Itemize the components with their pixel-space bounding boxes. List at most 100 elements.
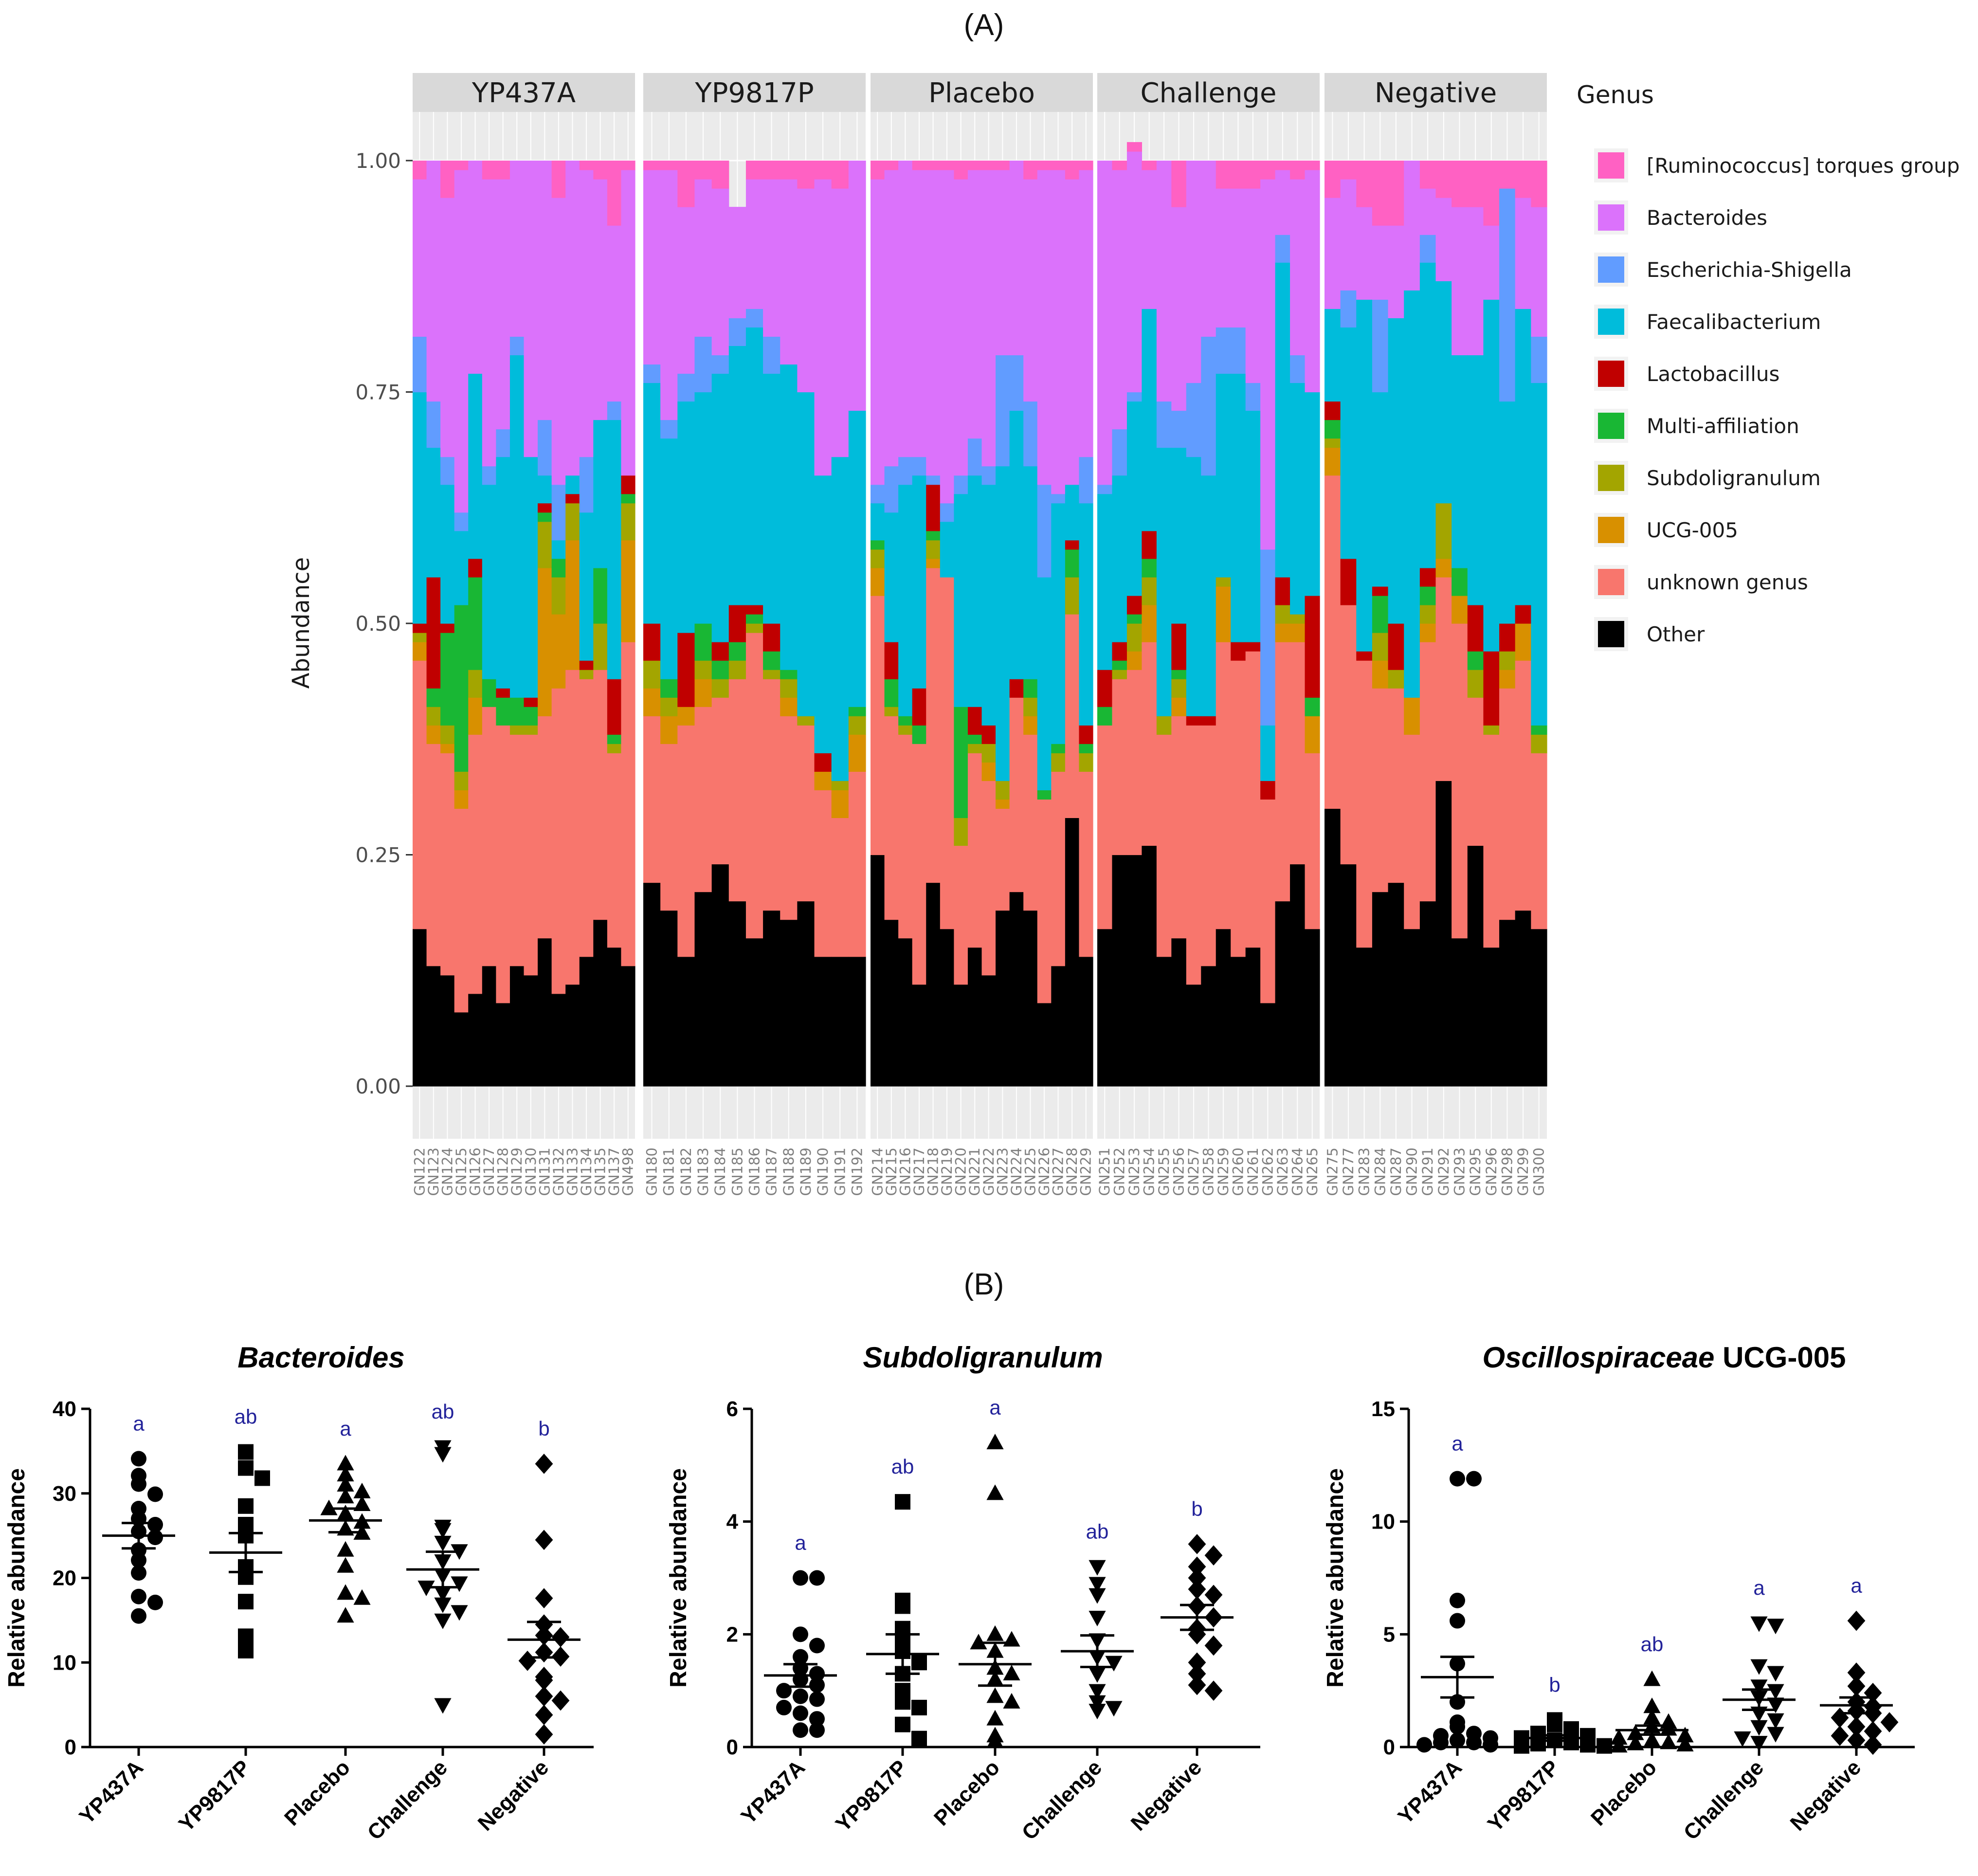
bar-segment-ucg-005 bbox=[981, 762, 996, 781]
bar-segment-lactobacillus bbox=[912, 688, 926, 726]
data-point bbox=[1188, 1579, 1206, 1600]
bar-segment-other bbox=[780, 919, 798, 1087]
significance-letter: ab bbox=[235, 1405, 257, 1428]
sample-tick-label: GN252 bbox=[1111, 1147, 1128, 1196]
bar-segment-unknown-genus bbox=[1483, 734, 1500, 948]
bar-segment-faecalibacterium bbox=[1171, 447, 1187, 624]
bar-segment-multi-affiliation bbox=[468, 577, 483, 670]
data-point bbox=[793, 1570, 808, 1586]
bar-segment-other bbox=[711, 864, 729, 1087]
bar-segment-multi-affiliation bbox=[967, 734, 982, 744]
y-tick-label: 5 bbox=[1383, 1622, 1395, 1646]
bar-segment-multi-affiliation bbox=[694, 623, 712, 661]
bar-segment-unknown-genus bbox=[538, 716, 552, 939]
data-point bbox=[809, 1666, 825, 1682]
bar-segment-faecalibacterium bbox=[1260, 725, 1276, 781]
bar-segment-escherichia-shigella bbox=[745, 309, 763, 328]
bar-segment-other bbox=[1023, 910, 1038, 1087]
bar-segment-ucg-005 bbox=[1142, 604, 1157, 642]
data-point bbox=[353, 1482, 371, 1498]
bar-segment-lactobacillus bbox=[1356, 651, 1373, 661]
bar-segment-unknown-genus bbox=[898, 734, 913, 939]
bar-segment-multi-affiliation bbox=[524, 707, 538, 726]
bar-segment-lactobacillus bbox=[711, 642, 729, 661]
data-point bbox=[254, 1470, 270, 1486]
bar-segment-faecalibacterium bbox=[1467, 355, 1484, 605]
data-point bbox=[535, 1724, 553, 1745]
sample-tick-label: GN131 bbox=[536, 1147, 553, 1196]
bar-segment-faecalibacterium bbox=[1112, 475, 1127, 642]
bar-segment-unknown-genus bbox=[1065, 614, 1080, 819]
bar-segment-bacteroides bbox=[1290, 179, 1306, 356]
data-point bbox=[1864, 1734, 1882, 1755]
bar-segment-escherichia-shigella bbox=[1079, 456, 1093, 504]
data-point bbox=[809, 1691, 825, 1707]
bar-segment-lactobacillus bbox=[1275, 577, 1290, 605]
sample-tick-label: GN182 bbox=[678, 1147, 694, 1196]
plot-title-italic: Oscillospiraceae bbox=[1482, 1341, 1714, 1374]
data-point bbox=[1003, 1665, 1020, 1681]
bar-segment-other bbox=[593, 919, 608, 1087]
bar-segment-faecalibacterium bbox=[1037, 577, 1052, 790]
sample-tick-label: GN254 bbox=[1141, 1147, 1158, 1196]
bar-segment-faecalibacterium bbox=[981, 484, 996, 726]
bar-segment-escherichia-shigella bbox=[579, 456, 594, 513]
data-point bbox=[1580, 1737, 1596, 1753]
sample-tick-label: GN186 bbox=[746, 1147, 763, 1196]
bar-segment-ucg-005 bbox=[660, 716, 678, 744]
bar-segment-unknown-genus bbox=[413, 660, 427, 929]
legend-swatch-faecalibacterium bbox=[1598, 309, 1624, 335]
data-point bbox=[1188, 1663, 1206, 1684]
data-point bbox=[147, 1530, 163, 1546]
bar-segment-ruminococcus-torques-group bbox=[1515, 161, 1531, 198]
bar-segment-faecalibacterium bbox=[780, 364, 798, 670]
bar-segment-escherichia-shigella bbox=[1290, 355, 1306, 383]
bar-segment-faecalibacterium bbox=[967, 475, 982, 707]
bar-segment-other bbox=[1186, 984, 1201, 1087]
bar-segment-unknown-genus bbox=[440, 753, 455, 976]
data-point bbox=[1089, 1695, 1106, 1711]
legend-label: Escherichia-Shigella bbox=[1647, 258, 1852, 282]
bar-segment-ruminococcus-torques-group bbox=[496, 161, 510, 180]
bar-segment-lactobacillus bbox=[524, 697, 538, 707]
bar-segment-multi-affiliation bbox=[780, 670, 798, 679]
facet-strip-yp437a bbox=[413, 73, 635, 112]
sample-tick-label: GN190 bbox=[815, 1147, 831, 1196]
bar-segment-ucg-005 bbox=[621, 540, 635, 642]
bar-segment-subdoligranulum bbox=[565, 503, 580, 541]
bar-segment-ruminococcus-torques-group bbox=[1171, 161, 1187, 207]
bar-segment-faecalibacterium bbox=[1126, 401, 1142, 596]
bar-segment-ruminococcus-torques-group bbox=[1340, 161, 1357, 180]
bar-segment-ucg-005 bbox=[1499, 670, 1516, 689]
bar-segment-faecalibacterium bbox=[1452, 355, 1468, 568]
legend-label: UCG-005 bbox=[1647, 518, 1738, 542]
sample-tick-label: GN292 bbox=[1435, 1147, 1452, 1196]
bar-segment-ruminococcus-torques-group bbox=[579, 161, 594, 170]
data-point bbox=[776, 1683, 792, 1699]
data-point bbox=[1483, 1737, 1498, 1753]
bar-segment-lactobacillus bbox=[1388, 623, 1404, 670]
bar-segment-lactobacillus bbox=[607, 679, 622, 735]
data-point bbox=[1847, 1662, 1866, 1683]
data-point bbox=[1643, 1670, 1661, 1686]
data-point bbox=[986, 1434, 1004, 1450]
bar-segment-lactobacillus bbox=[1372, 586, 1389, 596]
bar-segment-lactobacillus bbox=[926, 484, 941, 531]
bar-segment-other bbox=[1467, 845, 1484, 1087]
sample-tick-label: GN192 bbox=[849, 1147, 865, 1196]
y-tick-label: 1.00 bbox=[355, 149, 401, 173]
bar-segment-faecalibacterium bbox=[1435, 281, 1452, 504]
bar-segment-escherichia-shigella bbox=[1216, 327, 1231, 374]
sample-tick-label: GN181 bbox=[661, 1147, 677, 1196]
bar-segment-subdoligranulum bbox=[1499, 651, 1516, 670]
bar-segment-unknown-genus bbox=[1260, 799, 1276, 1003]
bar-segment-escherichia-shigella bbox=[1097, 484, 1113, 494]
data-point bbox=[434, 1586, 452, 1603]
bar-segment-escherichia-shigella bbox=[996, 355, 1010, 467]
bar-segment-lactobacillus bbox=[1201, 716, 1216, 726]
sample-tick-label: GN255 bbox=[1156, 1147, 1172, 1196]
bar-segment-multi-affiliation bbox=[848, 707, 866, 716]
bar-segment-unknown-genus bbox=[1231, 660, 1246, 957]
bar-segment-escherichia-shigella bbox=[496, 429, 510, 457]
bar-segment-escherichia-shigella bbox=[660, 419, 678, 439]
